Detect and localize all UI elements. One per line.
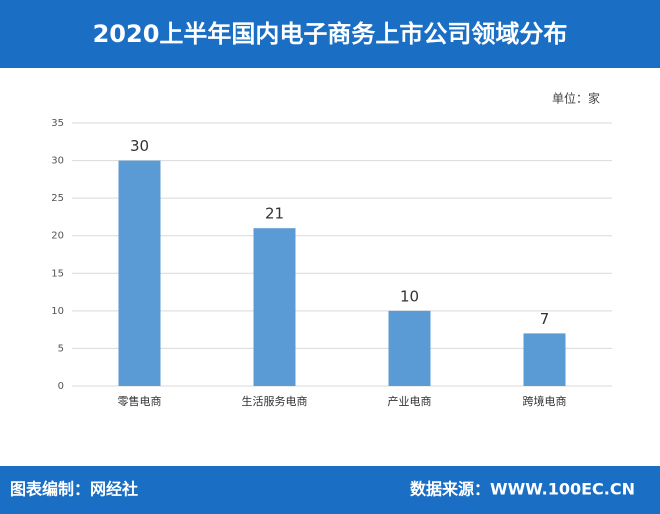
- y-tick-label: 20: [51, 231, 64, 242]
- bar: [523, 333, 566, 386]
- x-tick-label: 生活服务电商: [242, 394, 308, 408]
- value-label: 30: [130, 137, 149, 155]
- y-tick-label: 15: [51, 268, 64, 279]
- x-tick-label: 零售电商: [118, 394, 162, 408]
- unit-label: 单位：家: [552, 91, 600, 106]
- value-label: 21: [265, 205, 284, 223]
- title-bar: [0, 0, 660, 68]
- y-tick-label: 10: [51, 306, 64, 317]
- y-tick-label: 35: [51, 118, 64, 129]
- y-tick-label: 30: [51, 156, 64, 167]
- x-tick-label: 产业电商: [388, 394, 432, 408]
- footer-left: 图表编制：网经社: [10, 480, 138, 499]
- y-tick-label: 0: [58, 381, 64, 392]
- chart-title: 2020上半年国内电子商务上市公司领域分布: [93, 20, 568, 48]
- y-tick-label: 5: [58, 343, 64, 354]
- bar: [253, 228, 296, 386]
- footer-bar: [0, 466, 660, 514]
- y-tick-label: 25: [51, 193, 64, 204]
- footer-right: 数据来源：WWW.100EC.CN: [410, 480, 635, 499]
- value-label: 7: [540, 310, 550, 328]
- bar: [118, 160, 161, 386]
- x-tick-label: 跨境电商: [523, 394, 567, 408]
- bar: [388, 310, 431, 386]
- value-label: 10: [400, 287, 419, 305]
